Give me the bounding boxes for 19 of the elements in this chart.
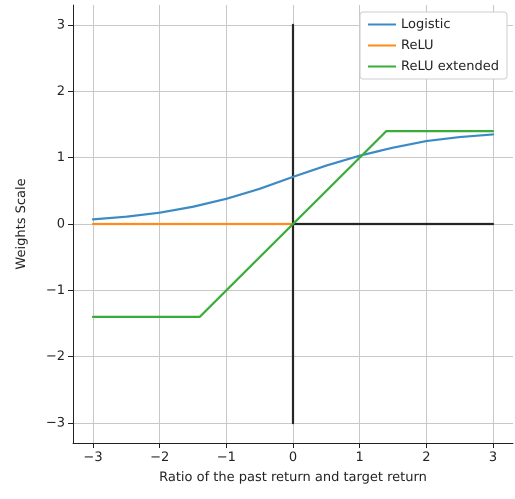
- legend-label: ReLU extended: [401, 59, 500, 74]
- legend-label: ReLU: [401, 38, 434, 53]
- x-tick-label: 3: [488, 450, 498, 465]
- x-tick-label: 1: [356, 450, 364, 465]
- y-tick-label: 3: [56, 17, 65, 32]
- x-axis-title: Ratio of the past return and target return: [159, 470, 427, 485]
- y-tick-label: −2: [46, 349, 65, 364]
- y-tick-label: 2: [56, 84, 65, 99]
- x-tick-label: −2: [150, 450, 170, 465]
- x-tick-label: −1: [216, 450, 236, 465]
- y-tick-label: −3: [46, 416, 65, 431]
- y-axis-title: Weights Scale: [14, 178, 29, 270]
- y-tick-label: 1: [56, 150, 65, 166]
- x-tick-label: 2: [422, 450, 430, 465]
- x-tick-label: −3: [83, 450, 103, 465]
- x-tick-label: 0: [288, 450, 298, 465]
- y-tick-label: −1: [46, 282, 65, 298]
- y-tick-label: 0: [56, 216, 65, 232]
- legend-label: Logistic: [401, 17, 450, 32]
